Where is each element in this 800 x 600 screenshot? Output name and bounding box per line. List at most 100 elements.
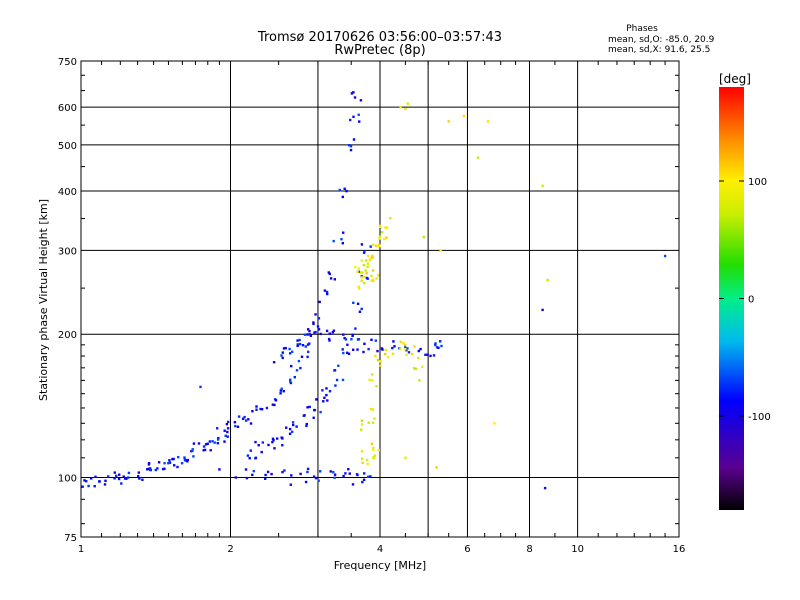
echo-point — [260, 408, 264, 411]
x-tick-label: 4 — [377, 544, 383, 555]
echo-point — [316, 325, 320, 328]
echo-point — [246, 454, 250, 457]
echo-point — [118, 473, 121, 476]
echo-point — [374, 339, 377, 342]
echo-point — [384, 226, 387, 229]
echo-point — [296, 339, 299, 342]
echo-point — [325, 387, 328, 390]
echo-point — [361, 271, 364, 275]
echo-point — [403, 343, 407, 347]
echo-point — [385, 236, 388, 239]
y-tick-label: 300 — [58, 246, 77, 257]
echo-point — [81, 485, 84, 488]
colorbar-tick-label: 100 — [748, 177, 767, 188]
echo-point — [137, 475, 140, 478]
echo-point — [332, 239, 335, 243]
echo-point — [224, 434, 227, 437]
echo-point — [346, 343, 349, 346]
echo-point — [168, 459, 171, 462]
echo-point — [379, 225, 382, 228]
echo-point — [303, 414, 306, 417]
echo-point — [363, 250, 366, 253]
echo-point — [306, 470, 309, 474]
echo-point — [291, 350, 294, 353]
echo-point — [422, 235, 425, 239]
echo-point — [295, 369, 299, 372]
echo-point — [377, 243, 381, 247]
echo-point — [380, 231, 384, 234]
echo-point — [141, 478, 144, 481]
echo-point — [149, 468, 152, 472]
echo-point — [377, 274, 380, 277]
echo-point — [377, 448, 380, 452]
echo-point — [353, 96, 357, 99]
echo-point — [365, 259, 368, 262]
x-tick-label: 1 — [78, 544, 84, 555]
echo-point — [376, 349, 379, 353]
echo-point — [291, 421, 295, 424]
echo-point — [360, 259, 363, 262]
echo-point — [332, 471, 335, 474]
echo-point — [367, 421, 370, 424]
echo-point — [375, 385, 378, 388]
echo-point — [209, 449, 212, 452]
echo-point — [361, 457, 364, 460]
echo-point — [254, 456, 258, 459]
echo-point — [383, 237, 386, 241]
echo-point — [208, 440, 212, 443]
echo-point — [414, 367, 417, 371]
echo-point — [371, 256, 374, 259]
echo-point — [371, 278, 375, 282]
echo-point — [281, 437, 284, 440]
echo-point — [307, 328, 310, 331]
echo-point — [323, 396, 326, 399]
echo-point — [663, 254, 667, 258]
echo-point — [233, 421, 237, 424]
echo-point — [317, 317, 321, 320]
echo-point — [295, 425, 298, 428]
echo-point — [244, 468, 248, 471]
echo-point — [197, 442, 201, 445]
echo-point — [404, 456, 407, 459]
echo-point — [120, 482, 123, 485]
echo-point — [274, 399, 278, 402]
echo-point — [369, 475, 372, 478]
echo-point — [217, 437, 220, 440]
echo-point — [359, 271, 363, 274]
echo-point — [372, 447, 375, 450]
echo-point — [429, 354, 432, 358]
echo-point — [223, 440, 226, 443]
echo-point — [343, 336, 346, 340]
chart-subtitle: RwPretec (8p) — [334, 43, 425, 58]
axis-ticks: 1 2 4 6 8 10 16 75 100 200 300 400 500 600 750 — [58, 57, 685, 555]
echo-point — [367, 475, 370, 478]
echo-point — [325, 290, 329, 294]
echo-point — [298, 338, 301, 342]
echo-point — [226, 435, 229, 438]
echo-point — [331, 331, 334, 334]
echo-point — [357, 338, 361, 341]
echo-point — [322, 400, 325, 403]
echo-point — [304, 480, 308, 484]
echo-point — [329, 470, 332, 473]
echo-point — [462, 114, 465, 118]
echo-point — [385, 226, 389, 229]
echo-point — [371, 373, 374, 376]
echo-point — [180, 462, 184, 465]
chart-title: Tromsø 20170626 03:56:00–03:57:43 — [257, 30, 502, 45]
echo-point — [363, 342, 366, 345]
echo-point — [298, 342, 302, 346]
echo-point — [342, 231, 345, 234]
echo-point — [391, 346, 394, 350]
y-axis-label: Stationary phase Virtual Height [km] — [37, 199, 50, 401]
echo-point — [225, 422, 229, 426]
x-tick-label: 2 — [227, 544, 233, 555]
echo-point — [329, 277, 333, 280]
echo-point — [358, 287, 361, 290]
echo-point — [345, 189, 348, 193]
echo-point — [367, 254, 370, 258]
echo-point — [226, 427, 230, 430]
echo-point — [357, 267, 360, 270]
echo-point — [546, 278, 549, 282]
echo-point — [371, 456, 375, 459]
